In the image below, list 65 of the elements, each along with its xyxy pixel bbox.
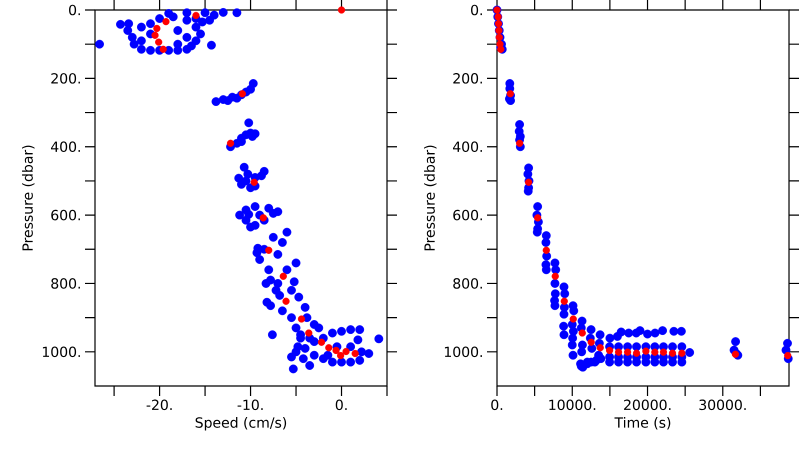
- point: [660, 348, 668, 356]
- y-tick-label: 1000.: [444, 346, 482, 358]
- point: [614, 348, 622, 356]
- y-tick-label: 200.: [453, 73, 482, 84]
- point: [192, 12, 200, 20]
- point: [506, 90, 514, 98]
- point: [151, 32, 159, 39]
- point: [298, 315, 306, 323]
- y-tick-label: 200.: [51, 73, 80, 84]
- y-tick-label: 800.: [453, 278, 482, 289]
- point: [160, 46, 167, 53]
- point: [596, 344, 604, 352]
- point: [265, 246, 272, 254]
- y-axis-title: Pressure (dbar): [22, 146, 35, 250]
- y-tick-label: 600.: [453, 210, 482, 220]
- x-tick-label: 0.: [491, 400, 502, 410]
- y-tick-label: 600.: [51, 210, 80, 220]
- point: [516, 140, 524, 147]
- x-tick-label: -10.: [238, 400, 263, 410]
- x-tick-label: 30000.: [699, 400, 746, 410]
- point: [250, 178, 258, 186]
- x-axis-title: Time (s): [614, 416, 670, 430]
- x-axis-title: Speed (cm/s): [196, 416, 286, 431]
- point: [325, 344, 332, 352]
- point: [497, 46, 504, 53]
- point: [282, 298, 290, 305]
- y-tick-label: 400.: [452, 141, 482, 152]
- point: [560, 298, 568, 305]
- x-tick-label: 10000.: [549, 400, 596, 410]
- point: [332, 346, 340, 354]
- point: [632, 350, 640, 357]
- point: [578, 329, 586, 337]
- point: [784, 352, 792, 360]
- point: [624, 348, 632, 356]
- y-tick-label: 800.: [51, 278, 80, 289]
- point: [153, 24, 160, 32]
- point: [570, 315, 577, 323]
- y-tick-label: 0.: [69, 4, 80, 16]
- point: [342, 348, 350, 356]
- y-tick-label: 1000.: [42, 346, 80, 358]
- point: [606, 346, 614, 354]
- point: [678, 350, 686, 357]
- point: [588, 338, 595, 346]
- x-tick-label: 20000.: [624, 400, 670, 410]
- point: [352, 350, 359, 358]
- y-tick-label: 400.: [50, 141, 80, 152]
- point: [338, 6, 346, 14]
- point: [542, 246, 550, 254]
- point: [226, 140, 234, 147]
- point: [318, 338, 326, 346]
- x-tick-label: 0.: [336, 400, 347, 410]
- y-axis-title: Pressure (dbar): [424, 146, 437, 250]
- point: [280, 272, 287, 280]
- point: [534, 214, 542, 222]
- point: [155, 38, 162, 46]
- point: [260, 214, 267, 222]
- point: [305, 329, 312, 337]
- point: [162, 18, 170, 26]
- point: [552, 272, 559, 280]
- point: [668, 350, 676, 357]
- y-tick-label: 0.: [471, 4, 482, 16]
- point: [651, 348, 658, 356]
- point: [642, 348, 650, 355]
- point: [337, 352, 344, 360]
- x-tick-label: -20.: [146, 400, 172, 410]
